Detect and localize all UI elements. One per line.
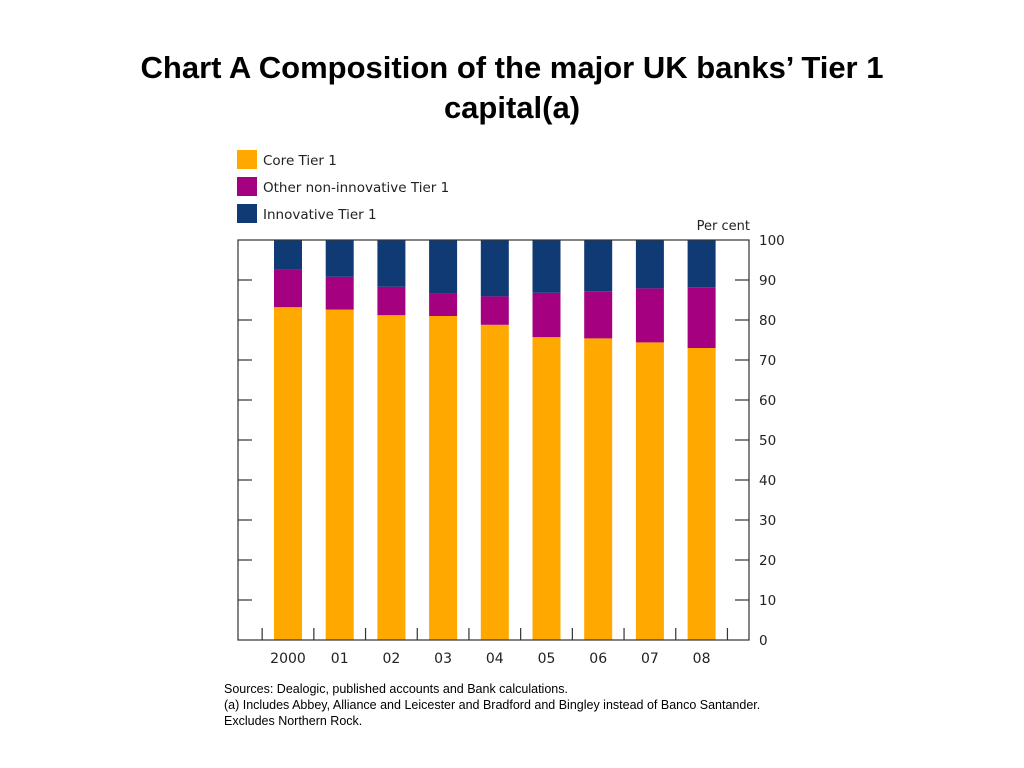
y-tick-labels: 0 10 20 30 40 50 60 70 80 90 100 (759, 233, 785, 649)
legend-label-2: Innovative Tier 1 (263, 207, 377, 223)
y-tick-label-80: 80 (759, 313, 776, 329)
bar-07-series-1 (635, 288, 664, 343)
y-tick-label-40: 40 (759, 473, 776, 489)
legend-label-1: Other non-innovative Tier 1 (263, 180, 449, 196)
x-tick-label-03: 03 (434, 651, 452, 667)
bar-05-series-0 (532, 337, 561, 640)
y-tick-label-90: 90 (759, 273, 776, 289)
x-tick-label-2000: 2000 (270, 651, 306, 667)
bar-04-series-0 (480, 324, 509, 640)
bar-2000-series-2 (274, 240, 302, 270)
axes (237, 239, 750, 641)
x-tick-labels: 2000 01 02 03 04 05 06 07 08 (270, 651, 710, 667)
bar-03-series-0 (429, 316, 458, 640)
bar-03-series-2 (429, 240, 458, 294)
bar-01-series-0 (325, 309, 354, 640)
x-tick-label-02: 02 (382, 651, 400, 667)
bar-2000-series-1 (274, 269, 302, 308)
y-tick-label-60: 60 (759, 393, 776, 409)
bars (274, 240, 716, 640)
bar-08-series-1 (687, 287, 716, 348)
y-tick-label-70: 70 (759, 353, 776, 369)
bar-02-series-0 (377, 315, 406, 640)
bar-01-series-1 (325, 276, 354, 310)
chart-title: Chart A Composition of the major UK bank… (0, 48, 1024, 128)
chart-title-line-1: Chart A Composition of the major UK bank… (140, 50, 884, 85)
y-axis-label: Per cent (697, 219, 750, 234)
y-tick-label-0: 0 (759, 633, 768, 649)
bar-08-series-2 (687, 240, 716, 288)
y-tick-label-100: 100 (759, 233, 785, 249)
chart-title-line-2: capital(a) (443, 90, 581, 125)
bar-02-series-1 (377, 286, 406, 316)
y-tick-label-30: 30 (759, 513, 776, 529)
y-tick-label-20: 20 (759, 553, 776, 569)
legend: Core Tier 1 Other non-innovative Tier 1 In… (237, 150, 449, 223)
chart-notes: Sources: Dealogic, published accounts an… (224, 681, 760, 729)
bar-07-series-2 (635, 240, 664, 289)
bar-2000-series-0 (274, 307, 302, 640)
bar-08-series-0 (687, 348, 716, 640)
bar-06-series-1 (584, 291, 613, 339)
bar-03-series-1 (429, 293, 458, 316)
bar-07-series-0 (635, 342, 664, 640)
x-tick-label-06: 06 (589, 651, 607, 667)
x-tick-label-05: 05 (538, 651, 556, 667)
bar-02-series-2 (377, 240, 406, 287)
x-tick-label-07: 07 (641, 651, 659, 667)
legend-label-0: Core Tier 1 (263, 153, 337, 169)
x-tick-label-01: 01 (331, 651, 349, 667)
sources-note: Sources: Dealogic, published accounts an… (224, 682, 568, 696)
bar-01-series-2 (325, 240, 354, 277)
legend-swatch-1 (237, 177, 257, 196)
bar-05-series-1 (532, 292, 561, 338)
bar-04-series-1 (480, 296, 509, 325)
bar-06-series-2 (584, 240, 613, 292)
bar-06-series-0 (584, 338, 613, 640)
x-tick-label-08: 08 (693, 651, 711, 667)
legend-swatch-0 (237, 150, 257, 169)
excludes-note: Excludes Northern Rock. (224, 714, 363, 728)
bar-04-series-2 (480, 240, 509, 297)
bar-05-series-2 (532, 240, 561, 293)
legend-swatch-2 (237, 204, 257, 223)
y-tick-label-10: 10 (759, 593, 776, 609)
y-tick-label-50: 50 (759, 433, 776, 449)
footnote-a: (a) Includes Abbey, Alliance and Leicest… (224, 698, 761, 712)
x-tick-label-04: 04 (486, 651, 504, 667)
